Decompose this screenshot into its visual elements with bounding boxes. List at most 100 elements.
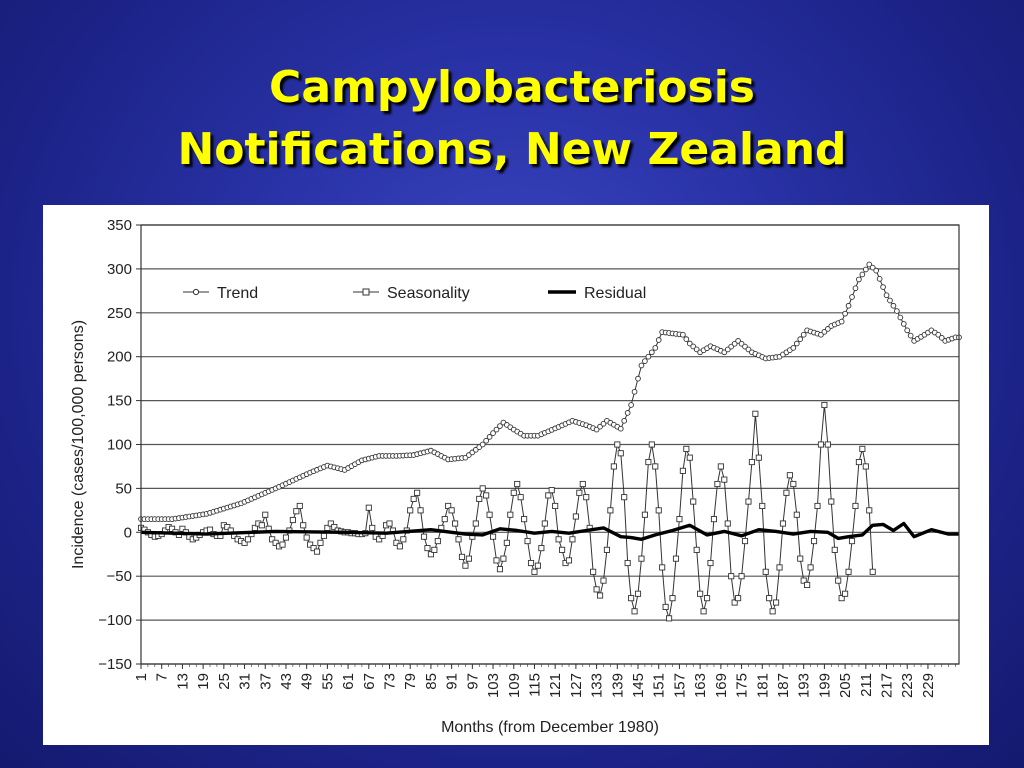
seasonality-point <box>790 480 797 488</box>
seasonality-point <box>614 441 621 448</box>
seasonality-point <box>490 533 497 540</box>
x-tick-label: 85 <box>423 673 440 690</box>
legend-marker <box>192 288 200 296</box>
seasonality-point <box>503 539 510 546</box>
seasonality-point <box>517 494 524 501</box>
seasonality-point <box>766 595 773 602</box>
trend-point <box>648 349 655 356</box>
x-tick-label: 205 <box>837 673 854 698</box>
seasonality-point <box>224 523 231 531</box>
legend-label: Seasonality <box>387 285 470 302</box>
seasonality-point <box>479 485 486 492</box>
x-tick-label: 109 <box>506 673 523 698</box>
seasonality-point <box>445 502 452 510</box>
seasonality-point <box>810 538 818 545</box>
x-tick-label: 211 <box>858 673 875 697</box>
seasonality-point <box>327 520 334 527</box>
x-tick-label: 103 <box>485 673 502 698</box>
seasonality-point <box>410 495 417 502</box>
seasonality-point <box>741 538 749 545</box>
x-tick-label: 127 <box>568 673 585 698</box>
seasonality-point <box>431 546 438 553</box>
trend-point <box>631 388 638 395</box>
x-tick-label: 97 <box>464 673 481 690</box>
seasonality-point <box>804 581 811 589</box>
series-trend <box>138 261 962 522</box>
seasonality-point <box>169 525 176 532</box>
slide-title-line2: Notifications, New Zealand <box>177 124 847 175</box>
trend-point <box>617 425 624 432</box>
seasonality-point <box>331 523 338 531</box>
seasonality-point <box>317 539 324 546</box>
x-tick-label: 13 <box>174 673 191 690</box>
seasonality-point <box>652 463 659 470</box>
seasonality-point <box>289 516 296 524</box>
trend-point <box>628 402 634 408</box>
seasonality-point <box>531 568 538 575</box>
y-tick-label: 150 <box>107 393 132 410</box>
seasonality-point <box>700 608 707 615</box>
trend-point <box>680 331 686 338</box>
seasonality-point <box>320 532 327 539</box>
x-tick-label: 25 <box>216 673 233 690</box>
x-tick-label: 217 <box>879 673 896 698</box>
seasonality-point <box>417 507 424 514</box>
seasonality-point <box>496 566 504 573</box>
y-tick-label: 100 <box>107 437 132 454</box>
seasonality-point <box>313 548 321 555</box>
x-tick-label: 181 <box>754 673 771 698</box>
legend-seasonality: Seasonality <box>353 285 470 302</box>
seasonality-point <box>579 480 586 488</box>
seasonality-point <box>662 603 669 610</box>
trend-point <box>490 430 496 436</box>
seasonality-point <box>262 511 269 518</box>
trend-point <box>621 417 628 424</box>
x-tick-label: 67 <box>361 673 378 690</box>
seasonality-point <box>703 595 711 602</box>
seasonality-point <box>621 494 628 501</box>
seasonality-point <box>824 441 831 448</box>
seasonality-point <box>434 538 441 545</box>
seasonality-point <box>293 508 300 515</box>
y-tick-label: 350 <box>107 217 132 234</box>
seasonality-point <box>538 545 545 552</box>
seasonality-point <box>583 494 590 501</box>
seasonality-point <box>793 511 800 518</box>
seasonality-point <box>748 459 755 466</box>
seasonality-point <box>752 410 759 417</box>
trend-point <box>849 294 855 300</box>
trend-point <box>845 302 852 309</box>
x-tick-label: 49 <box>299 673 316 690</box>
x-axis-title: Months (from December 1980) <box>441 719 659 736</box>
seasonality-point <box>628 595 635 602</box>
trend-point <box>842 310 848 317</box>
plot-frame <box>140 224 960 665</box>
seasonality-point <box>845 568 852 575</box>
trend-point <box>652 345 659 351</box>
seasonality-point <box>272 539 279 546</box>
seasonality-point <box>596 592 604 599</box>
seasonality-point <box>244 536 252 543</box>
seasonality-point <box>548 487 555 494</box>
seasonality-point <box>569 536 576 543</box>
seasonality-point <box>486 511 493 518</box>
seasonality-point <box>686 454 693 461</box>
trend-point <box>800 331 807 338</box>
seasonality-point <box>710 516 717 523</box>
trend-point <box>904 327 911 334</box>
seasonality-point <box>407 507 414 514</box>
trend-point <box>497 423 503 429</box>
y-axis-title: Incidence (cases/100,000 persons) <box>70 320 87 569</box>
x-tick-label: 199 <box>816 673 833 698</box>
seasonality-point <box>697 590 704 597</box>
x-tick-label: 79 <box>402 673 419 690</box>
trend-point <box>876 276 883 282</box>
seasonality-point <box>769 608 776 615</box>
seasonality-point <box>507 511 514 518</box>
seasonality-point <box>848 538 856 545</box>
trend-point <box>624 410 631 416</box>
seasonality-point <box>797 555 804 562</box>
seasonality-point <box>458 553 466 560</box>
seasonality-point <box>683 445 690 452</box>
x-tick-label: 163 <box>692 673 709 698</box>
